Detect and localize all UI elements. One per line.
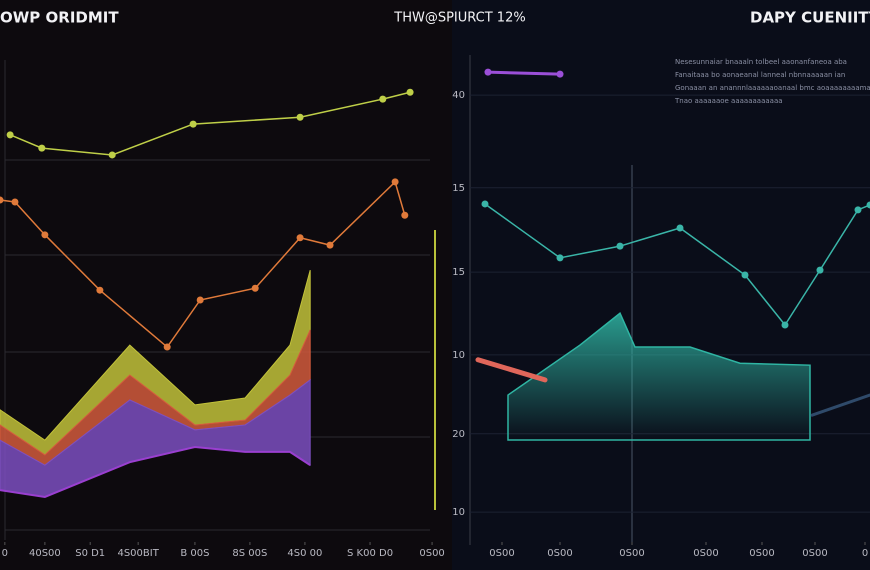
x-tick-label: 0S00 bbox=[693, 548, 718, 559]
point bbox=[189, 120, 197, 128]
point bbox=[484, 68, 492, 76]
point bbox=[481, 200, 489, 208]
x-tick-label: 4S0 00 bbox=[287, 548, 322, 559]
point bbox=[108, 151, 116, 159]
point bbox=[296, 234, 304, 242]
x-tick-label: 4S00BIT bbox=[117, 548, 159, 559]
point bbox=[38, 144, 46, 152]
y-tick-label: 15 bbox=[452, 183, 465, 194]
x-tick-label: 0 bbox=[2, 548, 8, 559]
point bbox=[816, 266, 824, 274]
x-tick-label: 8S 00S bbox=[232, 548, 267, 559]
x-tick-label: 0S00 bbox=[619, 548, 644, 559]
point bbox=[251, 284, 259, 292]
point bbox=[556, 70, 564, 78]
x-tick-label: 0S00 bbox=[489, 548, 514, 559]
area bbox=[507, 312, 811, 441]
x-tick-label: S K00 D0 bbox=[347, 548, 393, 559]
x-tick-label: 0S00 bbox=[749, 548, 774, 559]
point bbox=[41, 231, 49, 239]
point bbox=[163, 343, 171, 351]
point bbox=[556, 254, 564, 262]
point bbox=[616, 242, 624, 250]
annotation: Gonaaan an anannnlaaaaaaoanaal bmc aoaaa… bbox=[675, 84, 870, 92]
point bbox=[196, 296, 204, 304]
band-edge bbox=[0, 445, 311, 499]
point bbox=[406, 88, 414, 96]
point bbox=[401, 211, 409, 219]
y-tick-label: 10 bbox=[452, 350, 465, 361]
line bbox=[810, 393, 870, 417]
y-tick-label: 10 bbox=[452, 507, 465, 518]
x-tick-label: B 00S bbox=[180, 548, 209, 559]
x-tick-label: 40S00 bbox=[29, 548, 61, 559]
x-tick-label: 0S00 bbox=[419, 548, 444, 559]
annotation: Nesesunnaiar bnaaaln tolbeel aaonanfaneo… bbox=[675, 58, 847, 66]
point bbox=[854, 206, 862, 214]
annotation: Fanaitaaa bo aonaeanal lanneal nbnnaaaaa… bbox=[675, 71, 845, 79]
point bbox=[676, 224, 684, 232]
line bbox=[475, 357, 548, 383]
point bbox=[781, 321, 789, 329]
x-tick-label: 0 bbox=[862, 548, 868, 559]
y-tick-label: 40 bbox=[452, 90, 465, 101]
point bbox=[296, 113, 304, 121]
annotation: Tnao aaaaaaoe aaaaaaaaaaaa bbox=[674, 97, 783, 105]
point bbox=[0, 196, 4, 204]
point bbox=[379, 95, 387, 103]
point bbox=[96, 286, 104, 294]
point bbox=[391, 178, 399, 186]
header-left: OWP ORIDMIT bbox=[0, 9, 119, 27]
point bbox=[11, 198, 19, 206]
x-tick-label: 0S00 bbox=[802, 548, 827, 559]
x-tick-label: S0 D1 bbox=[75, 548, 105, 559]
y-tick-label: 20 bbox=[452, 429, 465, 440]
line bbox=[486, 70, 562, 76]
x-tick-label: 0S00 bbox=[547, 548, 572, 559]
point bbox=[741, 271, 749, 279]
point bbox=[6, 131, 14, 139]
point bbox=[326, 241, 334, 249]
header-right: DAPY CUENIITY NE bbox=[750, 9, 870, 27]
point bbox=[866, 201, 870, 209]
header-center: THW@SPIURCT 12% bbox=[393, 11, 525, 26]
y-tick-label: 15 bbox=[452, 267, 465, 278]
